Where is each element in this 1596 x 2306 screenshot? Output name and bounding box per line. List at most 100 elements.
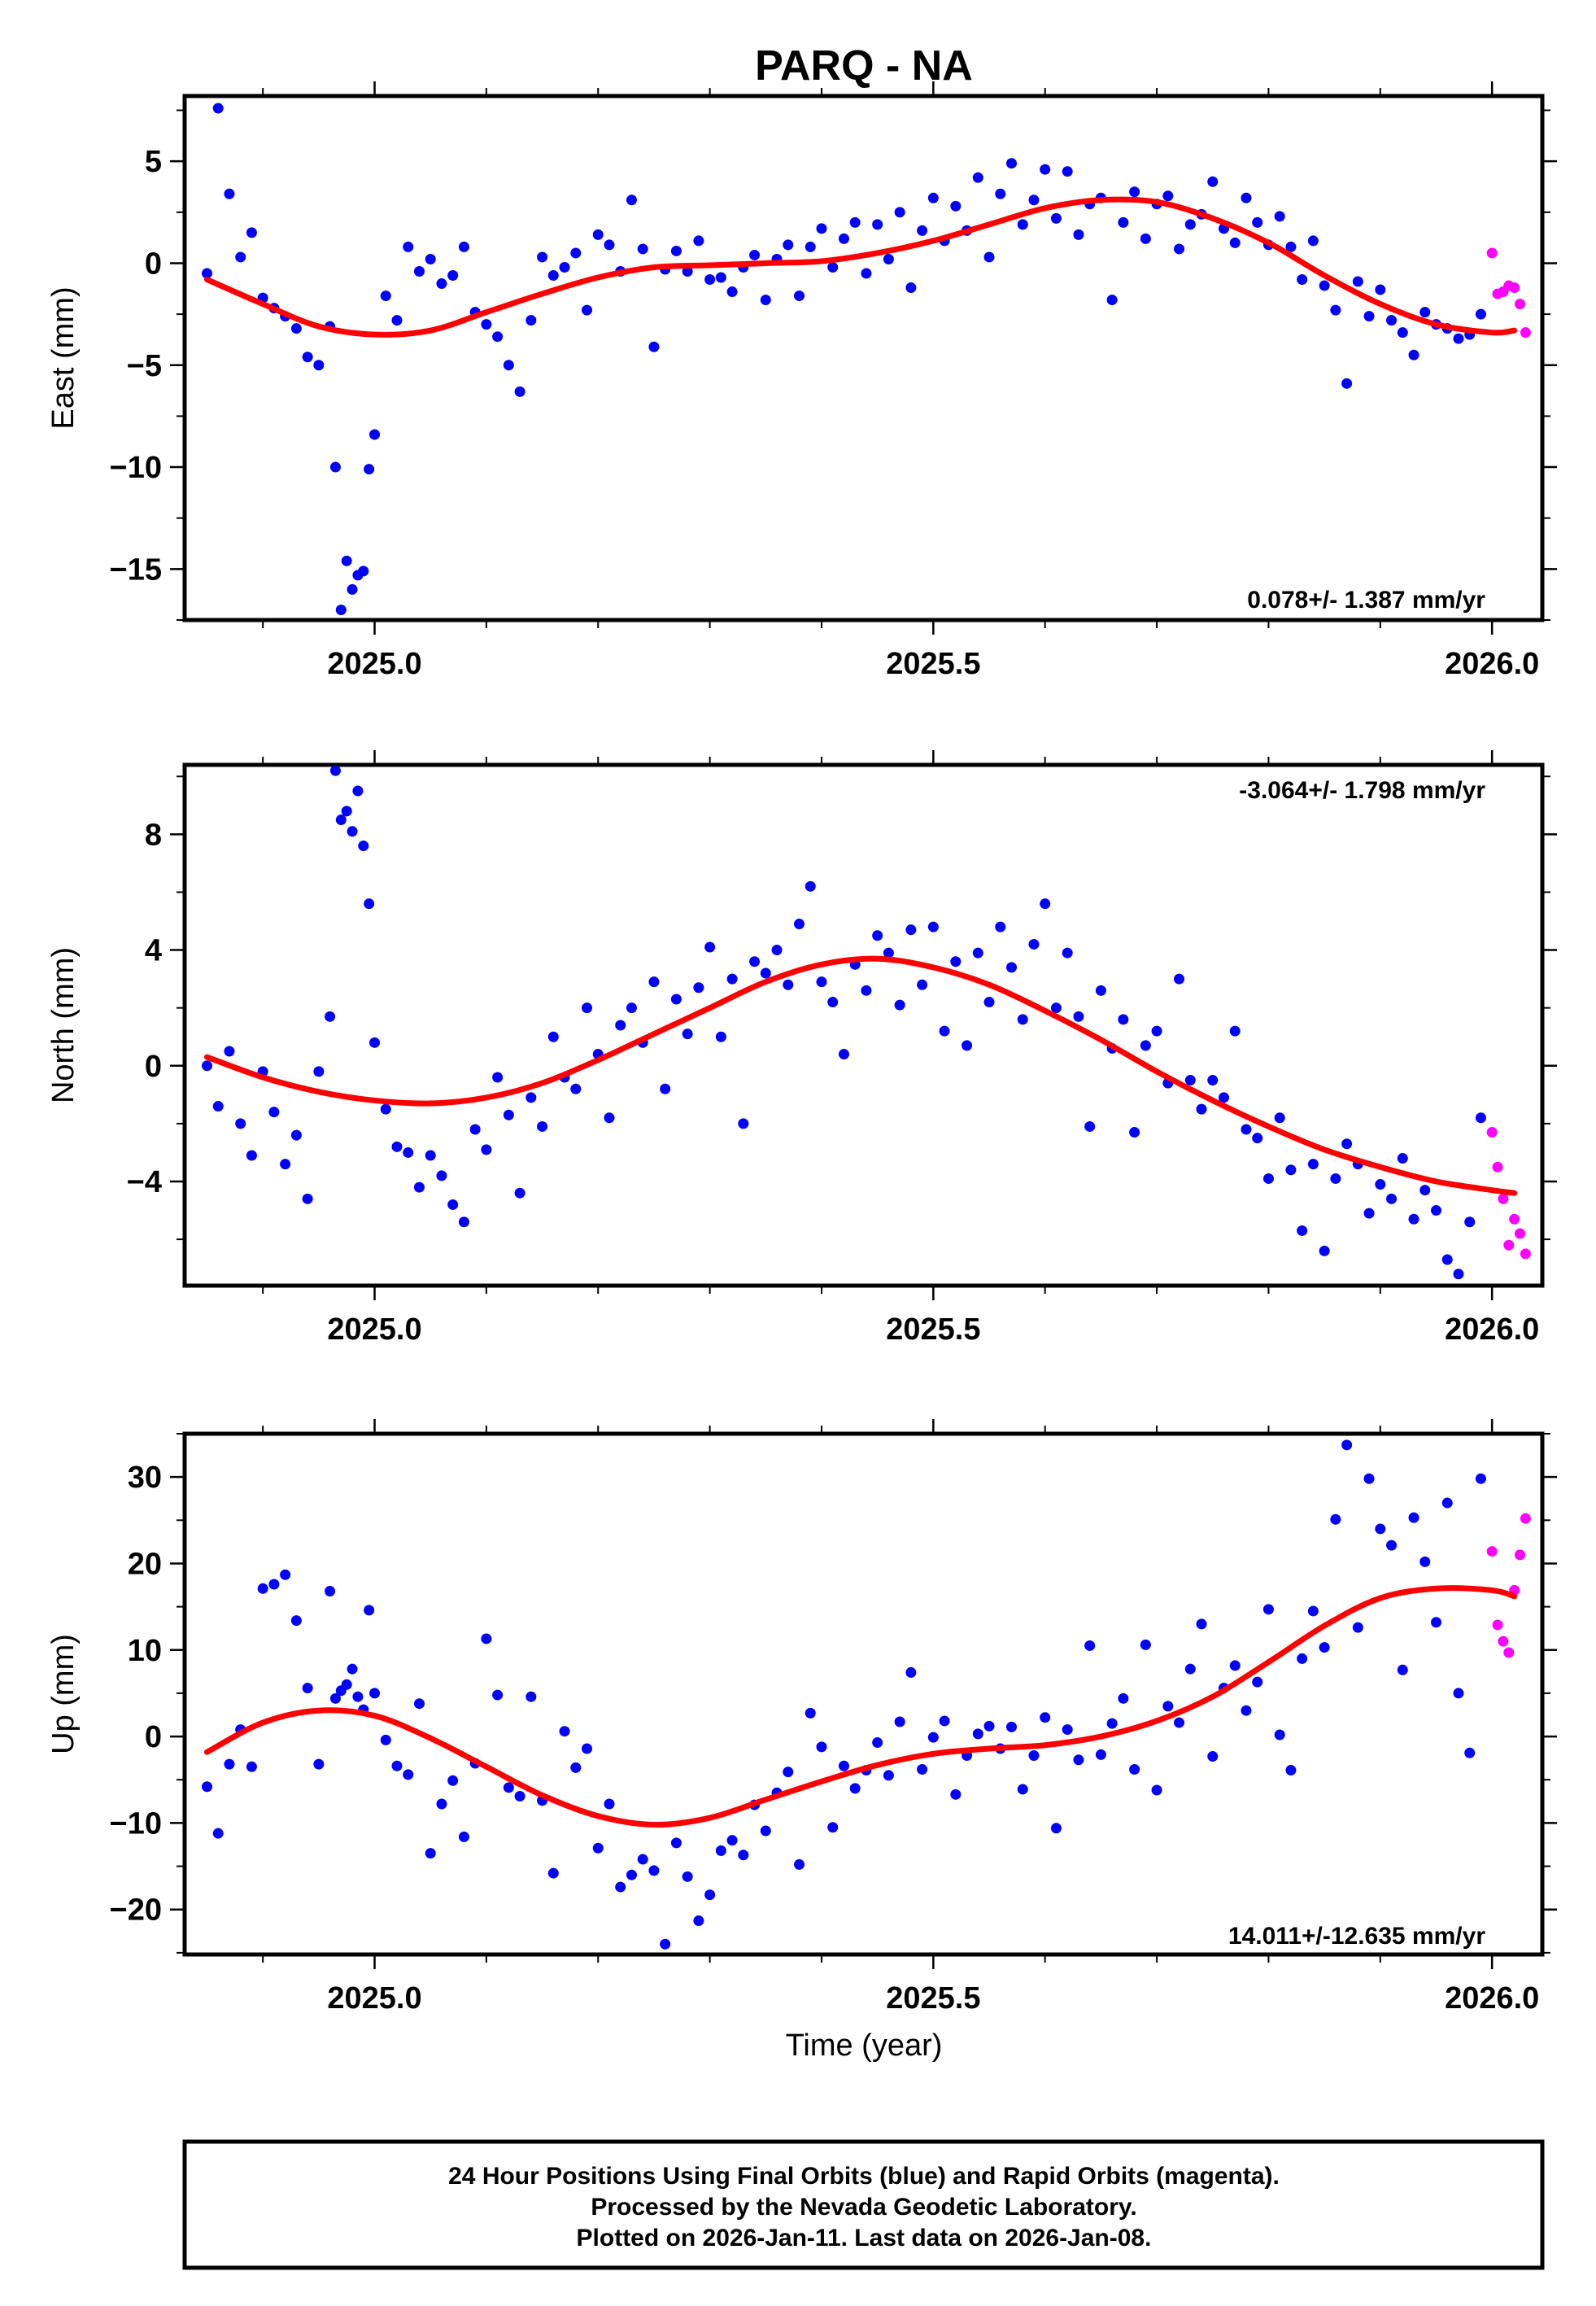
final-orbit-point [715,1031,726,1042]
final-orbit-point [816,223,827,234]
final-orbit-point [1352,276,1363,287]
final-orbit-point [660,1083,671,1094]
final-orbit-point [604,1112,615,1124]
final-orbit-point [525,315,537,326]
final-orbit-point [816,1741,827,1753]
final-orbit-point [1229,237,1241,248]
y-tick-label: −20 [110,1893,162,1928]
final-orbit-point [1285,241,1297,252]
final-orbit-point [1040,164,1051,175]
final-orbit-point [760,295,771,306]
final-orbit-point [325,1011,336,1022]
final-orbit-point [436,1170,447,1181]
y-tick-label: 5 [145,145,162,179]
final-orbit-point [1196,1618,1207,1630]
final-orbit-point [1050,212,1062,224]
x-tick-label: 2025.0 [327,1312,421,1347]
final-orbit-point [648,1865,660,1876]
final-orbit-point [783,1767,794,1778]
final-orbit-point [1207,1751,1219,1762]
final-orbit-point [447,1199,459,1210]
final-orbit-point [1129,186,1140,198]
final-orbit-point [715,272,726,283]
final-orbit-point [883,1770,894,1781]
final-orbit-point [939,1025,950,1037]
final-orbit-point [950,1788,962,1800]
final-orbit-point [983,997,995,1008]
final-orbit-point [660,1938,671,1950]
final-orbit-point [827,997,839,1008]
final-orbit-point [503,360,514,371]
final-orbit-point [1129,1127,1140,1138]
final-orbit-point [1162,190,1174,202]
final-orbit-point [894,207,905,218]
final-orbit-point [1017,1784,1028,1795]
final-orbit-point [1162,1701,1174,1712]
final-orbit-point [380,1734,391,1745]
x-tick-label: 2026.0 [1445,647,1539,681]
final-orbit-point [1307,1159,1319,1170]
final-orbit-point [1341,378,1353,389]
y-tick-label: 10 [128,1634,162,1668]
final-orbit-point [1095,985,1106,996]
x-tick-label: 2026.0 [1445,1312,1539,1347]
final-orbit-point [1129,1763,1140,1775]
figure-title: PARQ - NA [755,42,973,90]
fit-curve [203,1585,1518,1828]
final-orbit-point [280,1159,291,1170]
east-ylabel: East (mm) [46,286,81,429]
final-orbit-point [391,1760,403,1771]
final-orbit-point [302,1193,313,1204]
north-data-marks [201,765,1531,1280]
caption-line-3: Plotted on 2026-Jan-11. Last data on 202… [577,2225,1152,2251]
final-orbit-point [950,956,962,967]
final-orbit-point [302,352,313,363]
final-orbit-point [1050,1823,1062,1834]
final-orbit-point [352,1691,364,1702]
final-orbit-point [347,826,358,837]
final-orbit-point [347,583,358,595]
final-orbit-point [1252,216,1263,228]
final-orbit-point [1028,194,1040,206]
fit-curve [203,196,1518,338]
final-orbit-point [1274,211,1285,222]
final-orbit-point [1207,176,1219,187]
final-orbit-point [1307,235,1319,247]
final-orbit-point [1363,1473,1375,1484]
final-orbit-point [738,1850,749,1861]
final-orbit-point [626,194,637,206]
final-orbit-point [547,1031,559,1042]
final-orbit-point [290,323,302,334]
final-orbit-point [682,1871,693,1882]
final-orbit-point [1419,307,1431,318]
final-orbit-point [1118,216,1129,228]
final-orbit-point [1386,1193,1398,1204]
up-data-marks [201,1439,1531,1950]
final-orbit-point [582,1743,593,1754]
final-orbit-point [425,253,436,264]
final-orbit-point [1140,1639,1151,1650]
final-orbit-point [447,1775,459,1786]
final-orbit-point [224,188,235,199]
x-tick-label: 2025.0 [327,1981,421,2016]
final-orbit-point [403,1146,414,1158]
east-data-marks [201,103,1531,615]
final-orbit-point [626,1002,637,1014]
final-orbit-point [1006,1721,1018,1732]
final-orbit-point [313,1066,325,1077]
final-orbit-point [648,976,660,988]
final-orbit-point [749,956,761,967]
final-orbit-point [783,979,794,990]
final-orbit-point [246,1150,257,1161]
final-orbit-point [995,921,1006,932]
final-orbit-point [1241,1124,1252,1135]
final-orbit-point [1252,1676,1263,1688]
final-orbit-point [1151,1025,1162,1037]
final-orbit-point [894,1716,905,1727]
final-orbit-point [972,1728,983,1740]
final-orbit-point [950,200,962,212]
final-orbit-point [268,1107,280,1118]
final-orbit-point [1441,1254,1453,1265]
final-orbit-point [1352,1622,1363,1633]
final-orbit-point [503,1109,514,1120]
